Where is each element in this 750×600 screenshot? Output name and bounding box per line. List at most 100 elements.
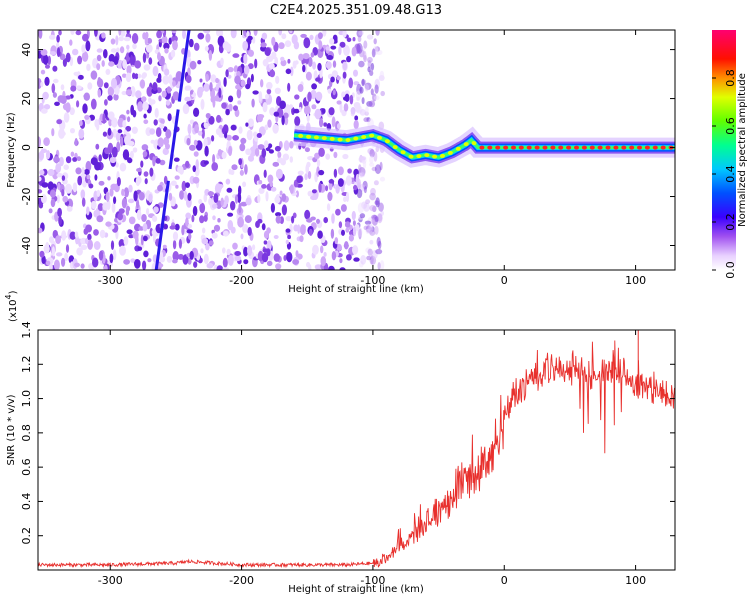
snr-plot-area (38, 330, 675, 569)
spectrogram-noise-cell (138, 191, 145, 201)
spectrogram-noise-cell (379, 260, 385, 270)
spectrogram-noise-cell (263, 240, 268, 245)
spectrogram-noise-cell (331, 213, 335, 224)
spectrogram-noise-cell (261, 184, 267, 189)
spectrogram-noise-cell (356, 188, 363, 199)
spectrogram-noise-cell (141, 96, 147, 102)
spectrogram-noise-cell (47, 168, 55, 177)
spectrogram-noise-cell (69, 107, 75, 116)
spectrogram-noise-cell (172, 40, 178, 51)
spectrogram-noise-cell (369, 192, 376, 201)
spectrogram-noise-cell (371, 217, 376, 225)
spectrogram-noise-cell (339, 267, 346, 270)
spectrogram-noise-cell (131, 33, 139, 44)
spectrogram-noise-cell (40, 108, 48, 114)
carrier-peak (487, 145, 493, 150)
spectrogram-noise-cell (187, 257, 192, 265)
spectrogram-noise-cell (132, 110, 137, 118)
spectrogram-noise-cell (264, 47, 271, 56)
spectrogram-noise-cell (239, 169, 244, 176)
spectrogram-noise-cell (294, 94, 300, 100)
spectrogram-noise-cell (269, 69, 276, 78)
carrier-peak (392, 145, 398, 150)
spectrogram-noise-cell (262, 59, 269, 67)
spectrogram-noise-cell (43, 137, 50, 147)
carrier-peak (384, 139, 390, 144)
spectrogram-noise-cell (230, 30, 237, 39)
spectrogram-noise-cell (242, 181, 247, 188)
spectrogram-noise-cell (227, 254, 234, 266)
spectrogram-noise-cell (162, 75, 170, 85)
spectrogram-noise-cell (152, 233, 156, 243)
spectrogram-noise-cell (317, 32, 323, 40)
spectrogram-noise-cell (356, 42, 363, 54)
spectrogram-noise-cell (209, 82, 213, 92)
spectrogram-noise-cell (169, 225, 176, 230)
spectrogram-noise-cell (115, 162, 119, 168)
spectrogram-noise-cell (337, 178, 344, 187)
spectrogram-noise-cell (103, 264, 108, 270)
spectrogram-noise-cell (98, 154, 102, 162)
spectrogram-noise-cell (260, 42, 267, 48)
spectrogram-noise-cell (310, 52, 315, 58)
spectrogram-noise-cell (289, 141, 294, 149)
spectrogram-noise-cell (352, 245, 359, 255)
spectrogram-noise-cell (183, 190, 188, 201)
spectrogram-noise-cell (107, 86, 115, 97)
spectrogram-noise-cell (342, 30, 347, 38)
spectrogram-noise-cell (47, 55, 51, 65)
spectrogram-noise-cell (261, 32, 268, 40)
spectrogram-noise-cell (116, 47, 120, 53)
spectrogram-noise-cell (56, 119, 63, 125)
spectrogram-noise-cell (192, 165, 197, 173)
spectrogram-y-ticks: -40 -20 0 20 40 (20, 43, 675, 254)
spectrogram-noise-cell (96, 78, 104, 88)
spectrogram-noise-cell (168, 192, 173, 201)
spectrogram-noise-cell (119, 136, 124, 147)
spectrogram-noise-cell (279, 100, 286, 110)
spectrogram-noise-cell (364, 84, 370, 92)
spectrogram-noise-cell (193, 151, 199, 157)
spectrogram-noise-cell (342, 153, 349, 160)
spectrogram-noise-cell (158, 95, 162, 102)
spectrogram-noise-cell (220, 197, 224, 207)
carrier-peak (574, 145, 579, 150)
spectrogram-noise-cell (61, 230, 67, 241)
spectrogram-noise-cell (351, 46, 357, 57)
spectrogram-noise-cell (353, 184, 358, 191)
carrier-peak (353, 136, 359, 141)
spectrogram-noise-cell (145, 44, 153, 53)
spectrogram-noise-cell (374, 84, 379, 94)
spectrogram-noise-cell (56, 194, 60, 204)
spectrogram-noise-cell (149, 167, 154, 177)
spectrogram-noise-cell (327, 88, 332, 94)
spectrogram-noise-cell (247, 118, 254, 127)
spectrogram-noise-cell (273, 253, 280, 262)
spectrogram-noise-cell (103, 82, 109, 89)
spectrogram-noise-cell (90, 98, 97, 110)
spectrogram-noise-cell (164, 47, 169, 54)
spectrogram-noise-cell (159, 159, 166, 166)
spectrogram-noise-cell (129, 150, 134, 159)
spectrogram-noise-cell (308, 56, 313, 67)
snr-scale-exp: 4 (4, 294, 13, 299)
spectrogram-noise-cell (225, 69, 229, 78)
spectrogram-noise-cell (238, 126, 243, 134)
spectrogram-noise-cell (123, 187, 129, 198)
spectrogram-noise-cell (369, 155, 374, 164)
spectrogram-noise-cell (90, 200, 97, 210)
carrier-peak (644, 145, 650, 150)
snr-panel: -300 -200 -100 0 100 0.2 0.4 0.6 0.8 1.0 1.2 1.4 H… (4, 290, 676, 595)
spectrogram-noise-cell (81, 44, 86, 53)
spectrogram-noise-cell (297, 224, 301, 234)
spectrogram-noise-cell (221, 151, 227, 159)
spectrogram-noise-cell (218, 184, 224, 189)
carrier-peak (550, 145, 556, 150)
spectrogram-noise-cell (86, 174, 91, 180)
spectrogram-noise-cell (47, 181, 54, 191)
spectrogram-noise-cell (99, 229, 106, 239)
spectrogram-noise-cell (252, 36, 256, 44)
spectrogram-noise-cell (155, 127, 162, 138)
spectrogram-noise-cell (121, 90, 127, 96)
spectrogram-drifting-line (154, 30, 191, 270)
